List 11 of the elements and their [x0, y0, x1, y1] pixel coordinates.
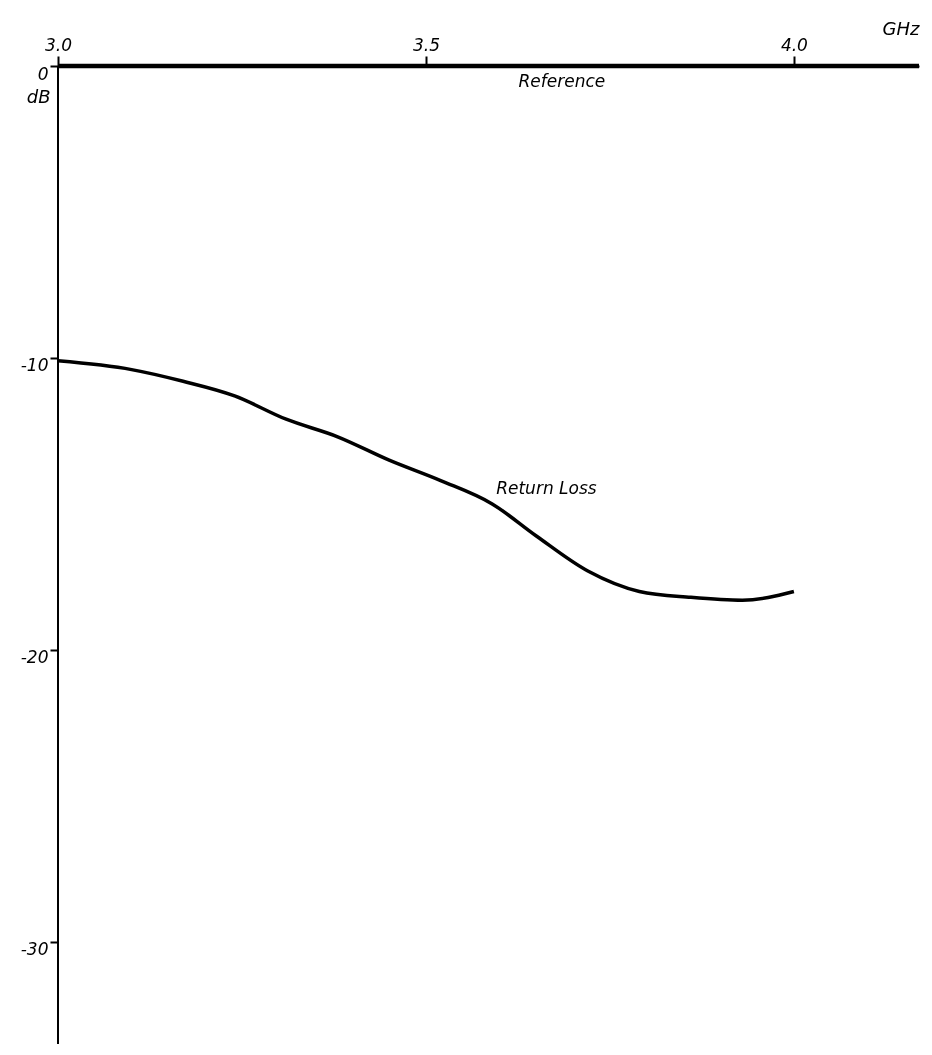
y-tick-label: 0 — [37, 63, 49, 84]
ref-line-label: Reference — [518, 71, 606, 91]
x-axis-title: GHz — [882, 17, 921, 39]
x-tick-label: 4.0 — [780, 34, 808, 55]
series-label: Return Loss — [496, 477, 597, 498]
y-tick-label: -20 — [20, 647, 49, 668]
x-tick-label: 3.5 — [412, 34, 440, 55]
x-tick-label: 3.0 — [44, 34, 73, 55]
y-tick-label: -10 — [20, 355, 49, 376]
y-tick-label: -30 — [20, 939, 49, 960]
y-axis-title: dB — [26, 85, 51, 107]
